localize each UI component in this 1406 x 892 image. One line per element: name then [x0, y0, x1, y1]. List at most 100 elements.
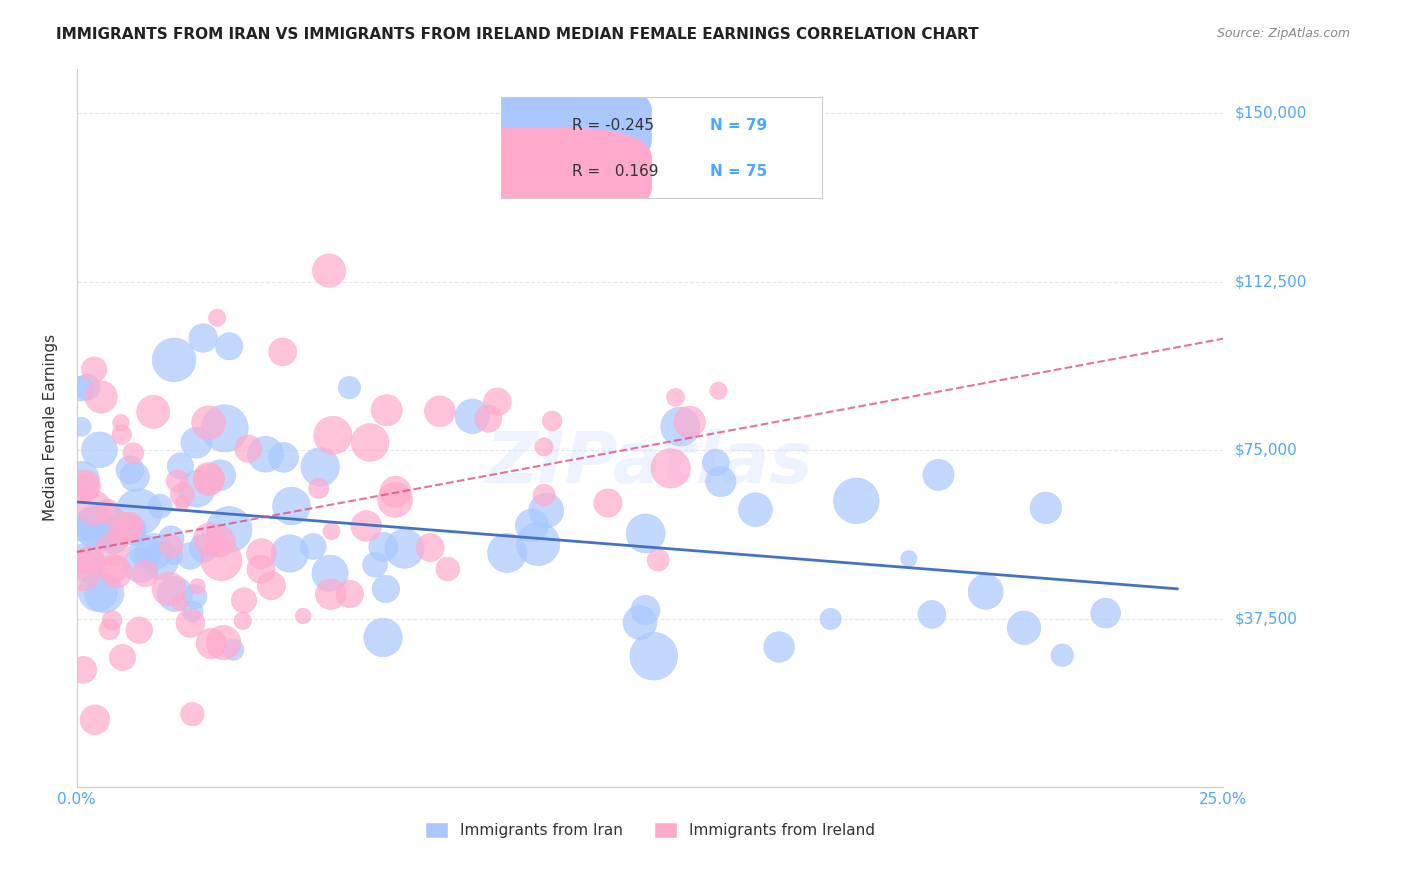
Point — [111, 427, 134, 442]
Text: $112,500: $112,500 — [1234, 275, 1306, 289]
Point — [83, 521, 105, 535]
Point — [70, 419, 93, 434]
Point — [142, 544, 165, 558]
Point — [496, 546, 519, 560]
Legend: Immigrants from Iran, Immigrants from Ireland: Immigrants from Iran, Immigrants from Ir… — [419, 816, 882, 844]
Point — [103, 561, 125, 575]
Point — [169, 596, 191, 610]
Point — [142, 405, 165, 419]
Point — [647, 553, 669, 567]
Point — [83, 713, 105, 727]
Point — [354, 519, 377, 533]
Point — [149, 500, 172, 514]
Point — [707, 384, 730, 398]
Point — [129, 558, 152, 573]
Point — [254, 447, 277, 461]
Point — [927, 467, 949, 482]
Point — [250, 547, 273, 561]
Point — [845, 493, 868, 508]
Point — [669, 419, 692, 434]
Point — [101, 531, 124, 545]
Point — [205, 310, 228, 325]
Point — [193, 541, 215, 555]
Point — [744, 502, 766, 516]
Point — [280, 499, 302, 513]
Point — [191, 331, 214, 345]
Point — [110, 416, 132, 430]
Point — [486, 394, 509, 409]
Point — [101, 541, 124, 556]
Point — [134, 566, 156, 581]
Point — [181, 707, 204, 722]
Text: $75,000: $75,000 — [1234, 442, 1296, 458]
Point — [101, 613, 124, 627]
Point — [160, 540, 183, 554]
Point — [118, 519, 141, 533]
Point — [111, 650, 134, 665]
Point — [179, 549, 201, 563]
Point — [172, 496, 194, 510]
Point — [634, 603, 657, 617]
Point — [536, 503, 558, 517]
Point — [339, 381, 361, 395]
Point — [172, 488, 194, 502]
Point — [974, 584, 997, 599]
Point — [628, 615, 651, 630]
Text: $37,500: $37,500 — [1234, 611, 1298, 626]
Point — [921, 607, 943, 622]
Point — [371, 631, 394, 645]
Point — [232, 614, 254, 628]
Point — [222, 642, 245, 657]
Point — [186, 482, 208, 496]
Point — [209, 553, 232, 567]
Point — [90, 390, 112, 404]
Point — [212, 635, 235, 649]
Point — [394, 541, 416, 556]
Point — [209, 468, 232, 483]
Point — [163, 549, 186, 564]
Point — [533, 440, 555, 454]
Point — [250, 562, 273, 576]
Point — [73, 478, 96, 492]
Point — [128, 505, 150, 519]
Point — [75, 555, 97, 569]
Point — [321, 524, 343, 539]
Point — [160, 532, 183, 546]
Point — [100, 516, 122, 531]
Point — [70, 472, 93, 486]
Point — [596, 496, 619, 510]
Y-axis label: Median Female Earnings: Median Female Earnings — [44, 334, 58, 522]
Point — [309, 459, 332, 474]
Point — [260, 579, 283, 593]
Point — [200, 636, 222, 650]
Point — [157, 582, 180, 596]
Point — [218, 339, 240, 353]
Text: IMMIGRANTS FROM IRAN VS IMMIGRANTS FROM IRELAND MEDIAN FEMALE EARNINGS CORRELATI: IMMIGRANTS FROM IRAN VS IMMIGRANTS FROM … — [56, 27, 979, 42]
Point — [163, 587, 186, 601]
Point — [98, 623, 121, 637]
Point — [527, 537, 550, 551]
Point — [163, 352, 186, 367]
Point — [643, 649, 665, 664]
Point — [271, 344, 294, 359]
Point — [83, 501, 105, 516]
Point — [318, 263, 340, 277]
Point — [419, 541, 441, 555]
Point — [384, 492, 406, 507]
Point — [292, 609, 315, 624]
Point — [461, 409, 484, 424]
Point — [820, 612, 842, 626]
Point — [429, 404, 451, 418]
Point — [436, 562, 458, 576]
Point — [364, 558, 387, 572]
Point — [218, 523, 240, 537]
Point — [373, 540, 395, 554]
Point — [198, 532, 221, 546]
Point — [77, 553, 100, 567]
Point — [76, 380, 98, 394]
Point — [302, 540, 325, 554]
Point — [134, 544, 156, 558]
Point — [238, 442, 260, 456]
Point — [184, 590, 207, 604]
Point — [339, 587, 361, 601]
